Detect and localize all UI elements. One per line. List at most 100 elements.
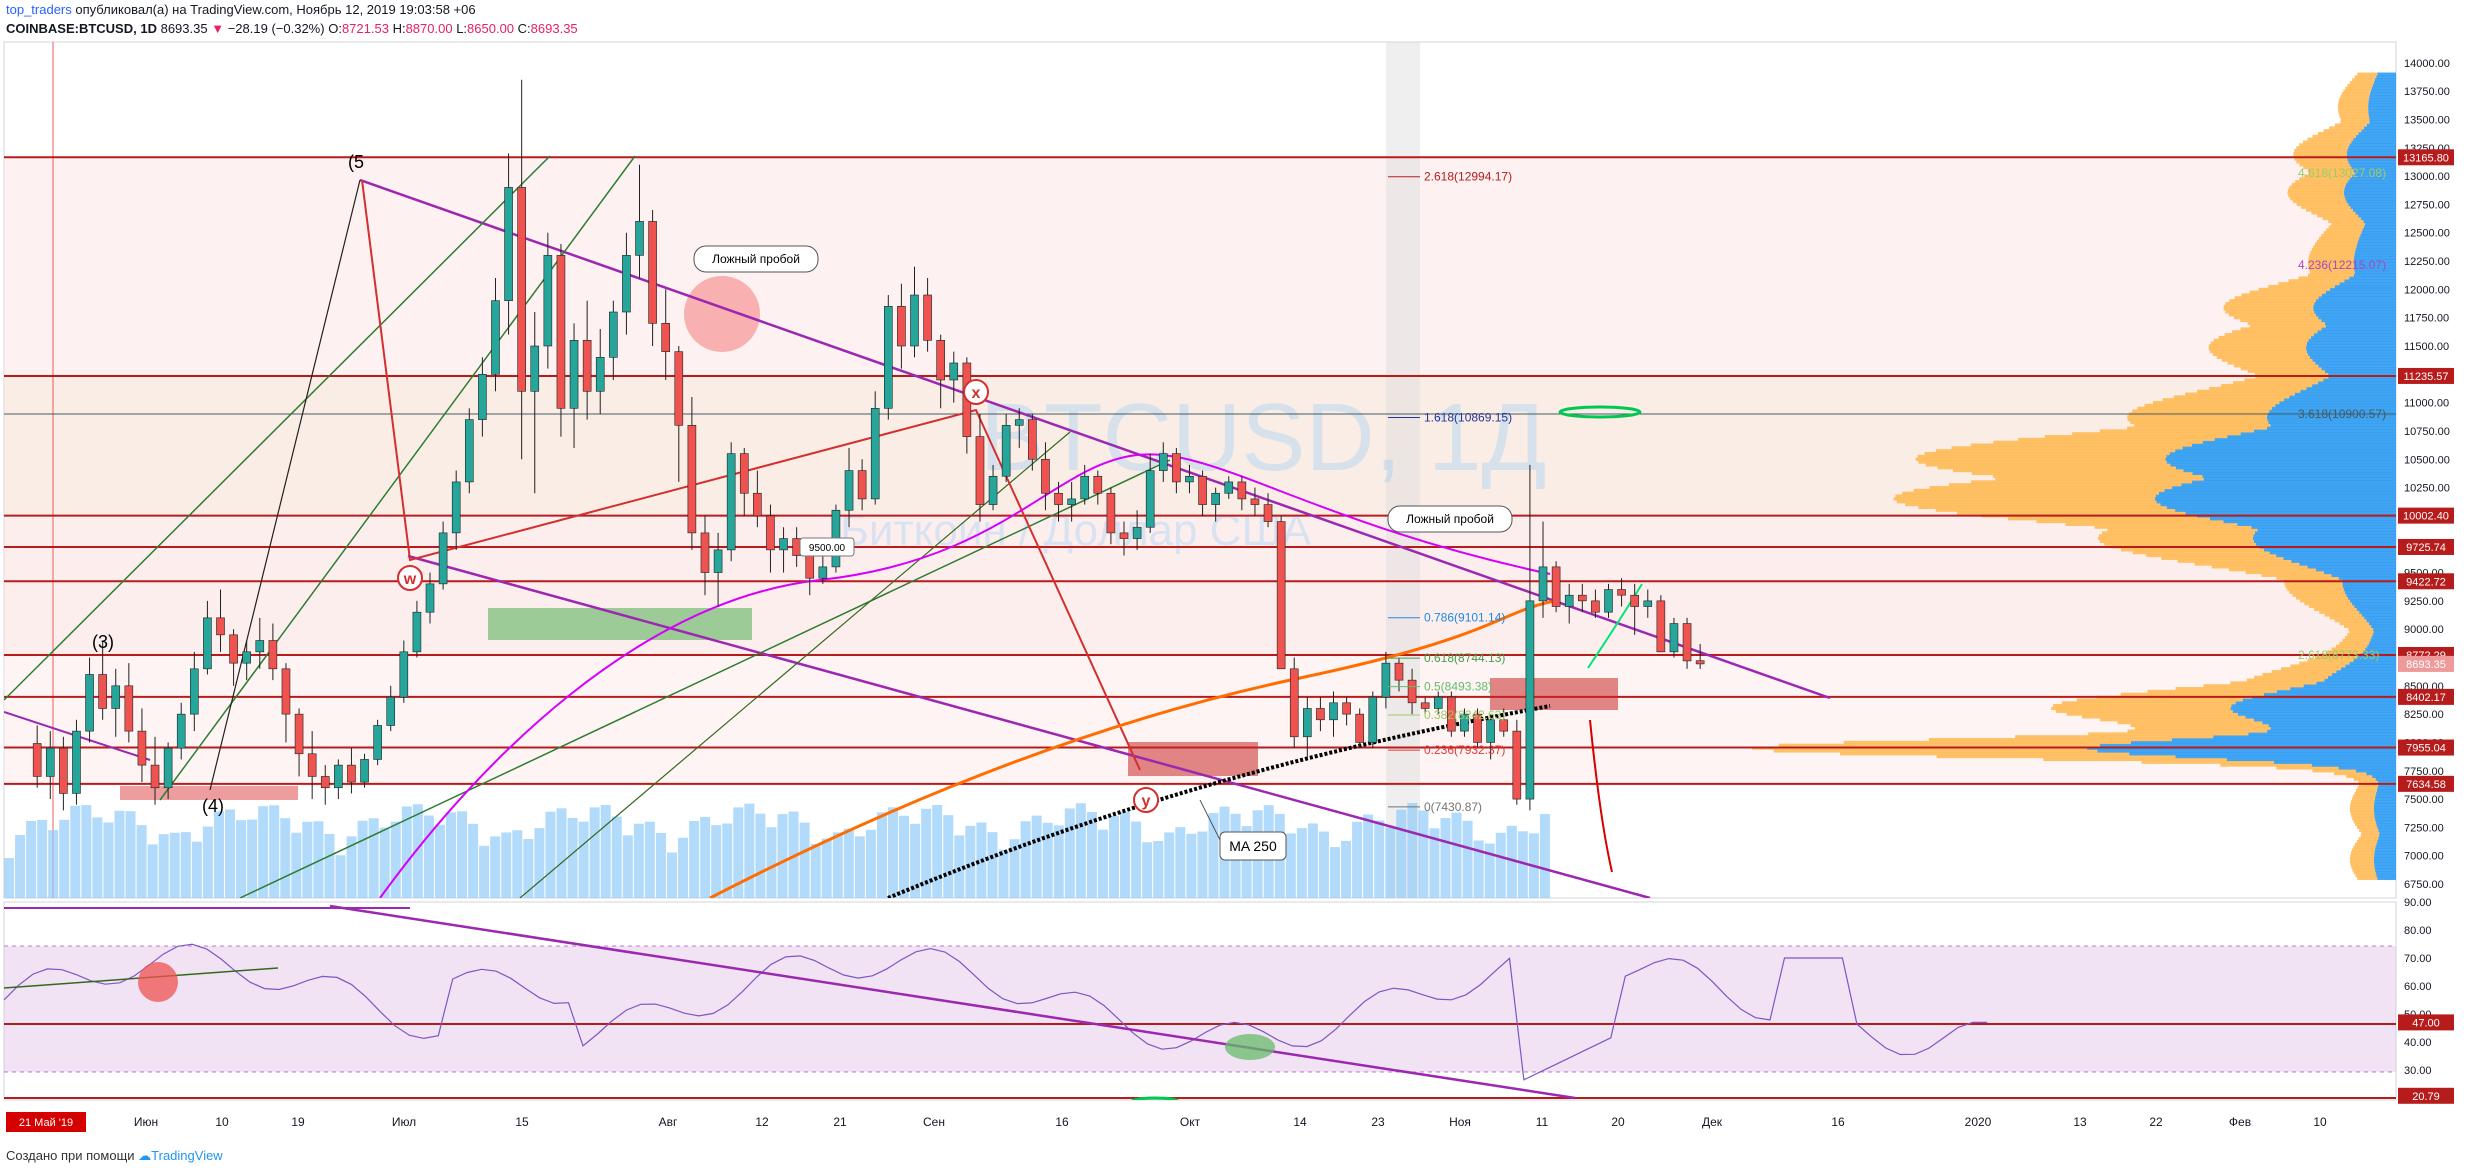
target-zone [1490, 678, 1618, 710]
author-link[interactable]: top_traders [6, 2, 72, 17]
candle-body [1591, 600, 1600, 613]
volume-profile-bar [2363, 126, 2396, 130]
volume-profile-bar [2254, 372, 2329, 376]
volume-profile-bar [2278, 282, 2340, 286]
volume-profile-bar [2127, 415, 2267, 419]
volume-profile-bar [2354, 171, 2396, 175]
volume-profile-bar [2234, 364, 2319, 368]
publish-info: опубликовал(а) на TradingView.com, Ноябр… [75, 2, 476, 17]
volume-bar [48, 830, 59, 898]
volume-profile-bar [2224, 333, 2314, 337]
volume-profile-bar [2358, 214, 2396, 218]
volume-profile-bar [2353, 845, 2376, 849]
volume-profile-bar [2309, 171, 2355, 175]
price-tick-label: 8250.00 [2404, 709, 2444, 721]
volume-profile-bar [2347, 148, 2396, 153]
volume-profile-bar [2352, 78, 2375, 82]
rsi-trendline-long [329, 904, 1576, 1100]
volume-profile-bar [2340, 120, 2370, 124]
volume-bar [1164, 832, 1175, 898]
volume-profile-bar [2182, 446, 2396, 450]
volume-profile-bar [2358, 780, 2378, 784]
candle-body [687, 424, 697, 534]
volume-bar [865, 829, 876, 898]
time-start-badge[interactable]: 21 Май '19 [6, 1112, 86, 1132]
candle-body [543, 255, 553, 347]
price-axis[interactable]: 14000.0013750.0013500.0013250.0013000.00… [2398, 58, 2454, 891]
volume-profile-bar [2300, 389, 2396, 393]
volume-profile-bar [2355, 211, 2396, 215]
volume-profile-bar [2345, 182, 2396, 187]
volume-profile-bar [2158, 491, 2396, 495]
volume-profile-bar [2271, 406, 2396, 410]
price-level-badge-text: 8402.17 [2406, 692, 2446, 704]
channel-lower-line [407, 554, 1651, 898]
volume-bar [644, 821, 655, 898]
volume-profile-bar [2235, 701, 2396, 705]
time-axis[interactable]: Июн 10 19 Июл 15 Авг 12 21 Сен 16 Окт 14 23 Ноя 11 20 Де… [134, 1115, 2327, 1129]
volume-profile-bar [2281, 667, 2341, 671]
volume-profile-bar [2353, 820, 2376, 824]
candle-body [1643, 600, 1653, 607]
volume-profile-bar [2366, 619, 2396, 623]
volume-profile-bar [2368, 115, 2396, 119]
fib-level-label: 0.236(7932.37) [1424, 743, 1505, 757]
volume-profile-bar [2241, 293, 2322, 297]
volume-profile-bar [2310, 355, 2396, 359]
volume-profile-bar [2253, 539, 2396, 543]
volume-bar [368, 818, 379, 898]
volume-profile-bar [2353, 871, 2376, 875]
wave-label-3: (3) [92, 632, 114, 652]
volume-bar [821, 838, 832, 898]
volume-profile-bar [2374, 854, 2396, 858]
volume-profile-bar [2233, 381, 2318, 385]
volume-bar [1285, 833, 1296, 898]
candle-body [1145, 470, 1155, 528]
volume-profile-bar [2360, 216, 2396, 221]
volume-bar [1352, 821, 1363, 898]
wave-marker-x: x [963, 379, 989, 405]
volume-profile-bar [1895, 494, 2156, 498]
volume-profile-bar [2137, 406, 2272, 410]
volume-profile-bar [2353, 265, 2396, 269]
volume-profile-bar [2376, 788, 2396, 793]
volume-profile-bar [2268, 284, 2335, 289]
volume-profile-bar [2331, 647, 2366, 651]
volume-profile-bar [2353, 262, 2396, 266]
time-tick-label: Фев [2229, 1115, 2251, 1129]
volume-profile-bar [2344, 636, 2372, 640]
volume-profile-bar [2368, 100, 2396, 105]
volume-bar [1053, 825, 1064, 898]
volume-profile-bar [2349, 630, 2374, 634]
volume-profile-bar [2055, 709, 2233, 713]
volume-profile-bar [2237, 712, 2396, 716]
price-tick-label: 11000.00 [2404, 398, 2449, 410]
volume-profile-bar [2088, 732, 2249, 736]
volume-profile-bar [2175, 449, 2396, 453]
volume-profile-bar [2353, 259, 2396, 263]
volume-profile-bar [2339, 641, 2369, 645]
price-level-badge-text: 13165.80 [2403, 152, 2449, 164]
volume-profile-bar [2373, 856, 2396, 861]
rsi-pane[interactable] [3, 901, 2397, 1101]
volume-profile-bar [2287, 191, 2344, 195]
volume-profile-bar [2304, 174, 2352, 178]
target-mark-green [1558, 405, 1642, 419]
volume-profile-bar [2339, 115, 2369, 119]
volume-profile-bar [2355, 769, 2396, 773]
volume-profile-bar [2100, 718, 2254, 722]
volume-profile-bar [2229, 299, 2316, 303]
volume-profile-bar [2254, 675, 2328, 679]
rsi-axis[interactable]: 90.0080.0070.0060.0050.0040.0030.0047.00… [2398, 897, 2454, 1104]
volume-profile-bar [2313, 245, 2357, 249]
volume-profile-bar [1936, 755, 2176, 759]
volume-profile-bar [2127, 426, 2267, 430]
candle-body [1185, 475, 1194, 483]
volume-profile-bar [2290, 664, 2346, 668]
footer-brand[interactable]: TradingView [151, 1148, 223, 1163]
volume-bar [1517, 831, 1528, 898]
volume-profile-bar [2376, 822, 2396, 827]
volume-profile-bar [2263, 692, 2396, 696]
candle-body [844, 470, 854, 511]
